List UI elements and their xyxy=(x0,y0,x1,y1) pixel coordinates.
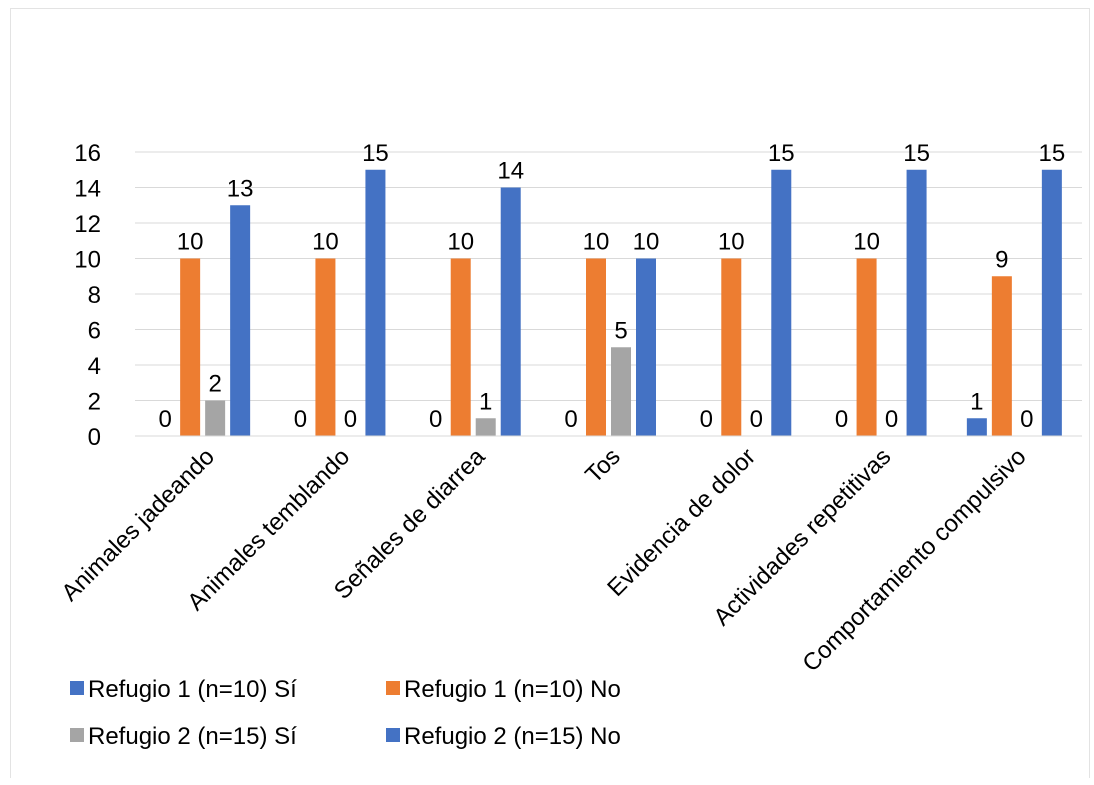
bar xyxy=(611,347,631,436)
data-label: 0 xyxy=(158,406,171,433)
data-label: 15 xyxy=(362,140,389,167)
y-tick-label: 6 xyxy=(88,318,101,345)
data-label: 15 xyxy=(1039,140,1066,167)
bar xyxy=(475,418,496,436)
y-tick-label: 10 xyxy=(74,247,101,274)
y-tick-label: 8 xyxy=(88,282,101,309)
bar xyxy=(180,258,201,436)
category-label: Señales de diarrea xyxy=(329,443,491,605)
legend-swatch xyxy=(70,728,84,742)
bar xyxy=(906,169,927,436)
data-label: 0 xyxy=(344,406,357,433)
data-label: 0 xyxy=(429,406,442,433)
bar xyxy=(365,169,386,436)
data-label: 0 xyxy=(564,406,577,433)
y-tick-label: 16 xyxy=(74,140,101,167)
bar xyxy=(771,169,792,436)
bar xyxy=(636,258,656,436)
data-label: 10 xyxy=(447,229,474,256)
bar xyxy=(315,258,336,436)
category-label: Comportamiento compulsivo xyxy=(797,443,1031,677)
bar xyxy=(856,258,877,436)
chart-frame xyxy=(10,8,1090,778)
bar xyxy=(991,276,1012,436)
data-labels: 0 10 2 13 0 10 0 15 0 10 1 14 0 10 5 10 0 10 0 15 0 10 0 15 1 9 0 1… xyxy=(158,140,1065,433)
data-label: 2 xyxy=(208,371,221,398)
data-label: 0 xyxy=(700,406,713,433)
data-label: 0 xyxy=(294,406,307,433)
category-label: Animales jadeando xyxy=(56,443,219,606)
category-label: Evidencia de dolor xyxy=(602,443,761,602)
legend-label: Refugio 2 (n=15) No xyxy=(404,723,621,750)
data-label: 0 xyxy=(835,406,848,433)
data-label: 15 xyxy=(768,140,795,167)
data-label: 1 xyxy=(970,388,983,415)
legend-label: Refugio 1 (n=10) No xyxy=(404,676,621,703)
y-tick-label: 0 xyxy=(88,424,101,451)
gridlines xyxy=(135,151,1082,401)
legend-swatch xyxy=(386,681,400,695)
bar xyxy=(450,258,471,436)
y-axis-tick-labels: 0 2 4 6 8 10 12 14 16 xyxy=(74,140,101,451)
legend-swatch xyxy=(70,681,84,695)
data-label: 0 xyxy=(885,406,898,433)
bar xyxy=(230,205,251,436)
data-label: 10 xyxy=(312,229,339,256)
data-label: 10 xyxy=(718,229,745,256)
data-label: 14 xyxy=(497,158,524,185)
legend-swatch xyxy=(386,728,400,742)
bar xyxy=(721,258,742,436)
legend-label: Refugio 2 (n=15) Sí xyxy=(88,723,297,750)
data-label: 15 xyxy=(903,140,930,167)
bar xyxy=(586,258,606,436)
bar xyxy=(205,400,226,436)
bars xyxy=(180,169,1062,436)
data-label: 10 xyxy=(853,229,880,256)
legend-label: Refugio 1 (n=10) Sí xyxy=(88,676,297,703)
data-label: 5 xyxy=(614,317,627,344)
data-label: 1 xyxy=(479,388,492,415)
bar xyxy=(1041,169,1062,436)
legend: Refugio 1 (n=10) Sí Refugio 1 (n=10) No Re… xyxy=(70,676,621,750)
category-label: Tos xyxy=(580,443,626,489)
data-label: 0 xyxy=(750,406,763,433)
data-label: 10 xyxy=(177,229,204,256)
y-tick-label: 14 xyxy=(74,176,101,203)
data-label: 10 xyxy=(583,229,610,256)
data-label: 9 xyxy=(995,246,1008,273)
bar xyxy=(966,418,987,436)
data-label: 10 xyxy=(633,229,660,256)
bar xyxy=(500,187,521,436)
data-label: 0 xyxy=(1020,406,1033,433)
y-tick-label: 12 xyxy=(74,211,101,238)
y-tick-label: 4 xyxy=(88,353,101,380)
y-tick-label: 2 xyxy=(88,389,101,416)
data-label: 13 xyxy=(227,175,254,202)
